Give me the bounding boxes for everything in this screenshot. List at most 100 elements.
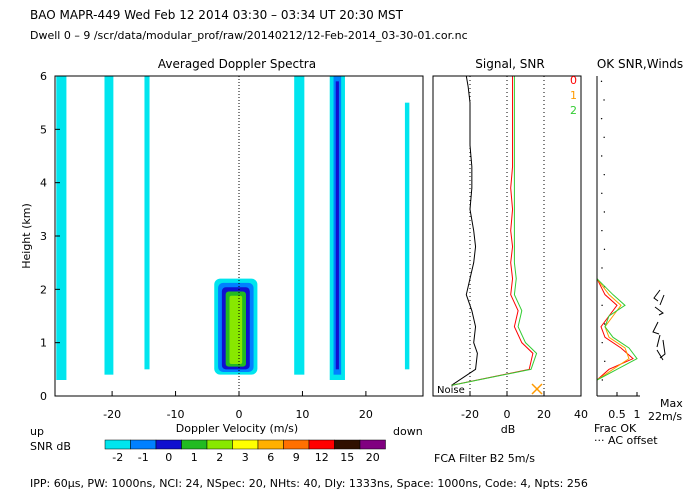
x-tick-label: -20 [103,408,121,421]
max-label: Max [660,397,683,410]
doppler-bands [56,76,410,380]
ok-x-tick-label: 0.5 [608,408,626,421]
signal-series [451,75,538,386]
y-tick-label: 5 [40,123,47,136]
ok-title: OK SNR,Winds [597,57,683,71]
spectral-band [294,76,305,375]
snr-scale: -2 -1 0 1 2 3 6 9 12 15 20 [104,439,386,464]
y-tick-label: 4 [40,177,47,190]
y-tick-label: 2 [40,283,47,296]
y-tick-label: 0 [40,390,47,403]
header-line1: BAO MAPR-449 Wed Feb 12 2014 03:30 – 03:… [30,8,403,22]
snr-scale-swatch [334,439,361,450]
signal-series-line [451,76,534,386]
ok-x-ticks: 0.5 1 [608,392,641,421]
signal-series-line [451,75,478,386]
signal-panel: -20 0 20 40 Noise dB [432,75,588,436]
signal-series-line [451,76,538,386]
noise-label: Noise [437,385,465,396]
snr-scale-swatch [359,439,386,450]
snr-scale-swatch [155,439,182,450]
snr-scale-swatch [181,439,208,450]
doppler-title: Averaged Doppler Spectra [158,57,316,71]
x-tick-label: 0 [236,408,243,421]
signal-xlabel: dB [501,423,516,436]
ac-offset-dot [601,192,603,195]
ac-offset-dot [603,211,606,213]
snr-scale-tick: 2 [216,451,223,464]
y-tick-label: 1 [40,337,47,350]
doppler-ylabel: Height (km) [20,203,33,269]
signal-x-tick-label: 0 [504,408,511,421]
ac-offset-dot [603,173,605,176]
down-label: down [393,425,423,438]
up-label: up [30,425,44,438]
signal-x-tick-label: 20 [537,408,551,421]
spectral-band [144,76,150,370]
ac-offset-dot [600,80,603,83]
ac-offset-dot [601,304,603,307]
x-tick-label: 20 [359,408,373,421]
snr-scale-tick: 12 [315,451,329,464]
ac-offset-dot [603,99,605,101]
doppler-x-ticks: -20 -10 0 10 20 [103,391,373,421]
ac-offset-dot [603,323,606,325]
signal-grid [469,76,545,396]
snr-scale-swatch [206,439,233,450]
ok-series-line [596,278,634,381]
signal-x-tick-label: 40 [574,408,588,421]
fca-filter: FCA Filter B2 5m/s [434,452,535,465]
spectral-band [335,81,339,370]
ac-offset-dot [600,117,603,120]
ok-legend-entry: 2 [570,104,577,117]
ok-series [596,278,638,381]
snr-scale-swatch [257,439,284,450]
snr-scale-swatch [130,439,157,450]
snr-scale-tick: 1 [191,451,198,464]
wind-barb-marks [652,289,666,361]
ac-offset-dot [603,136,605,139]
snr-scale-tick: 0 [165,451,172,464]
snr-scale-swatch [232,439,259,450]
ok-ac-offset-dots [600,80,606,381]
doppler-y-ticks: 0 1 2 3 4 5 6 [40,70,60,403]
snr-scale-tick: 3 [242,451,249,464]
max-value: 22m/s [648,410,682,423]
ok-series-line [596,278,630,381]
snr-scale-swatch [283,439,310,450]
ac-offset-dot [601,229,603,232]
y-tick-label: 3 [40,230,47,243]
spectral-band [104,76,114,375]
ac-offset-dot [601,267,603,269]
snr-scale-tick: -1 [138,451,149,464]
signal-title: Signal, SNR [475,57,544,71]
snr-scale-tick: 9 [293,451,300,464]
ac-offset-dot [603,248,606,251]
ok-legend-entry: 0 [570,74,577,87]
snr-scale-label: SNR dB [30,440,71,453]
ac-offset-dot [601,341,603,344]
wind-barbs [652,289,666,361]
frac-ok-label: Frac OK [594,422,637,435]
doppler-xlabel: Doppler Velocity (m/s) [176,422,298,435]
snr-scale-swatch [104,439,131,450]
ok-series-line [596,278,638,381]
ok-legend: 0 1 2 [570,74,577,117]
ac-offset-dot [604,360,606,363]
spectral-band [56,76,67,380]
signal-x-marker [531,383,543,395]
snr-scale-tick: 20 [366,451,380,464]
spectral-band [404,102,410,370]
ok-legend-entry: 1 [570,89,577,102]
ac-offset-label: ··· AC offset [594,434,658,447]
doppler-panel: -20 -10 0 10 20 0 1 2 3 4 5 6 Doppler Velocity (m/… [20,70,424,435]
footer-params: IPP: 60µs, PW: 1000ns, NCI: 24, NSpec: 2… [30,477,588,490]
x-tick-label: -10 [167,408,185,421]
header-line2: Dwell 0 – 9 /scr/data/modular_prof/raw/2… [30,29,468,42]
y-tick-label: 6 [40,70,47,83]
snr-scale-swatch [308,439,335,450]
ac-offset-dot [601,379,603,381]
ground-blob-contour [229,295,243,364]
ok-panel: 0 1 2 0.5 1 Frac OK ··· AC offset Max 22m/s [570,74,683,447]
